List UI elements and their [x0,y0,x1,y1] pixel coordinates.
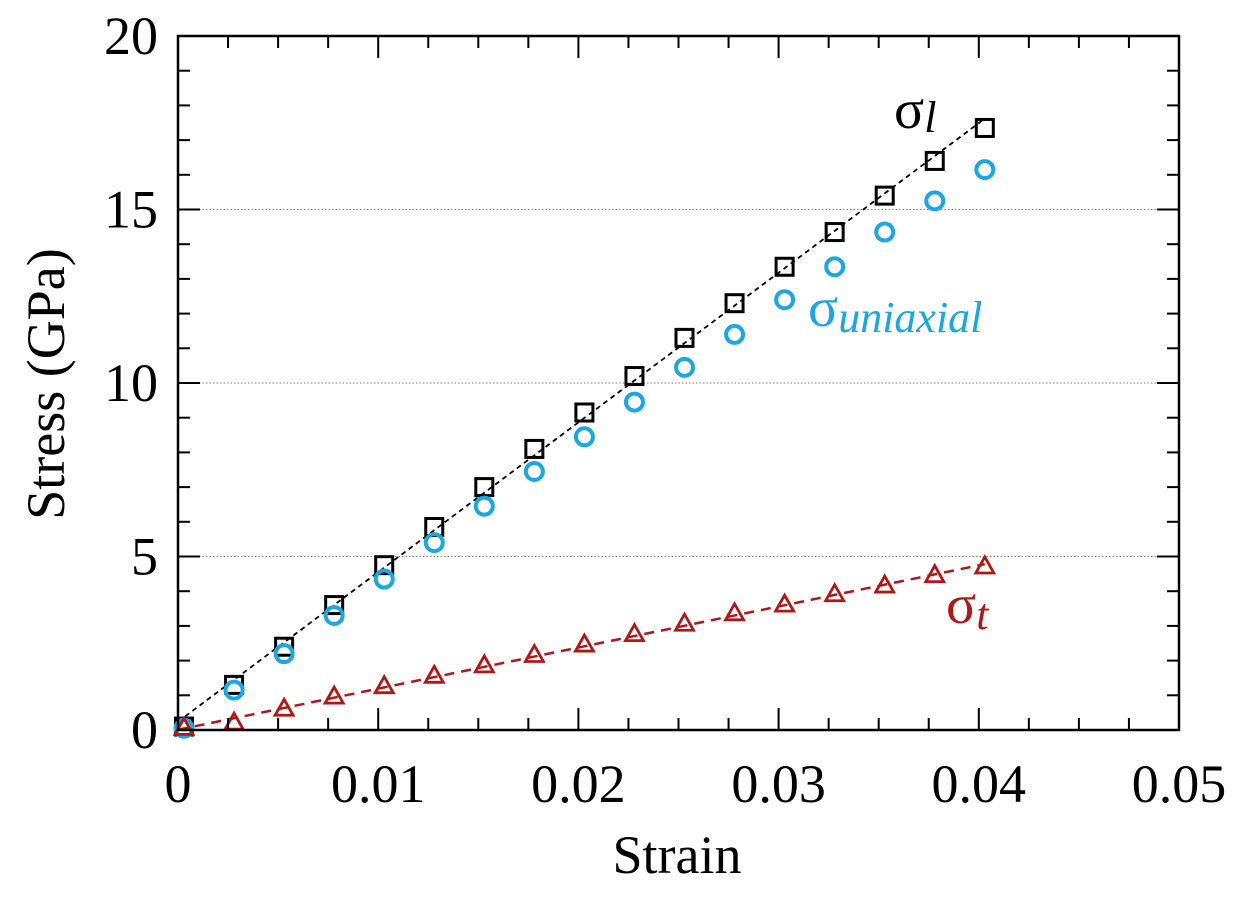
x-tick-label-0: 0 [165,754,192,814]
y-tick-label-4: 20 [104,6,158,66]
marker-series-1-13 [824,256,846,278]
marker-series-1-11 [724,323,746,345]
marker-series-2-14 [873,573,897,594]
marker-series-1-10 [674,356,696,378]
marker-series-1-15 [924,190,946,212]
series-label-sigma-t-symbol: σ [946,574,976,636]
marker-series-0-6 [474,477,495,498]
series-label-sigma-t-sub: t [976,590,990,639]
y-tick-label-1: 5 [131,527,158,587]
y-axis-title: Stress (GPa) [16,248,76,519]
marker-series-0-15 [924,150,945,171]
marker-series-1-12 [774,289,796,311]
series-label-sigma-l: σl [894,79,936,142]
x-tick-label-2: 0.02 [531,754,626,814]
marker-series-0-7 [524,438,545,459]
fit-line-series-2 [177,562,986,731]
data-markers [172,117,997,739]
marker-series-2-4 [372,673,396,695]
marker-series-2-9 [623,621,646,643]
marker-series-2-0 [172,715,196,736]
marker-series-1-9 [623,391,645,413]
marker-series-0-2 [274,636,295,657]
series-label-sigma-l-symbol: σ [894,79,924,141]
marker-series-0-12 [774,256,795,277]
marker-series-2-11 [723,600,746,622]
marker-series-2-2 [272,696,296,717]
marker-series-0-14 [874,185,895,206]
marker-series-1-2 [273,643,295,665]
tick-labels: 0 0.01 0.02 0.03 0.04 0.05 0 5 10 15 20 [104,6,1226,814]
x-tick-label-5: 0.05 [1132,754,1227,814]
y-tick-label-2: 10 [104,353,158,413]
marker-series-2-10 [673,611,696,632]
marker-series-0-10 [674,327,695,348]
marker-series-1-4 [373,568,395,590]
series-label-sigma-uniaxial-symbol: σ [808,277,838,339]
x-tick-label-4: 0.04 [932,754,1027,814]
series-label-sigma-uniaxial-sub: uniaxial [838,293,982,342]
x-axis-title: Strain [613,825,742,885]
marker-series-0-11 [724,293,745,314]
marker-series-2-6 [472,653,496,674]
x-tick-label-3: 0.03 [731,754,826,814]
grid-lines [178,209,1179,557]
series-labels: σl σuniaxial σt [808,79,990,639]
series-label-sigma-t: σt [946,574,990,639]
marker-series-0-9 [624,366,645,387]
marker-series-0-4 [374,555,395,576]
axis-ticks [177,35,1180,731]
marker-series-2-13 [823,581,847,603]
marker-series-0-8 [574,402,595,423]
series-label-sigma-l-sub: l [924,93,936,142]
marker-series-1-3 [323,604,345,626]
marker-series-2-5 [422,663,446,684]
fit-lines [177,117,986,731]
fit-line-series-0 [177,117,986,723]
marker-series-0-16 [974,117,995,138]
marker-series-1-14 [874,221,896,243]
marker-series-2-16 [973,554,997,575]
marker-series-0-13 [824,222,845,243]
y-tick-label-0: 0 [131,700,158,760]
marker-series-1-8 [573,426,595,448]
marker-series-2-12 [773,592,796,613]
marker-series-2-8 [573,632,596,653]
marker-series-1-5 [423,532,445,554]
marker-series-1-1 [223,679,245,701]
series-label-sigma-uniaxial: σuniaxial [808,277,982,342]
y-tick-label-3: 15 [104,180,158,240]
marker-series-1-7 [523,460,545,482]
marker-series-1-6 [473,495,495,517]
marker-series-2-3 [322,684,346,705]
marker-series-2-15 [923,562,947,584]
marker-series-0-3 [324,595,345,616]
x-tick-label-1: 0.01 [331,754,426,814]
marker-series-2-7 [522,642,546,663]
marker-series-1-16 [974,159,996,181]
